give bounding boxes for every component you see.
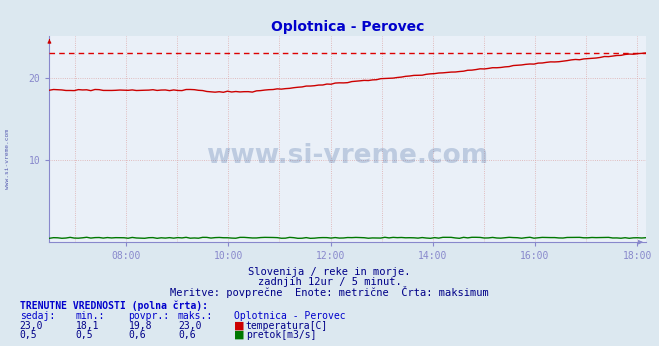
Text: 0,6: 0,6 (178, 330, 196, 340)
Text: ■: ■ (234, 321, 244, 331)
Text: 18,1: 18,1 (76, 321, 100, 331)
Text: 0,6: 0,6 (129, 330, 146, 340)
Text: 0,5: 0,5 (20, 330, 38, 340)
Text: www.si-vreme.com: www.si-vreme.com (206, 143, 489, 169)
Text: Meritve: povprečne  Enote: metrične  Črta: maksimum: Meritve: povprečne Enote: metrične Črta:… (170, 286, 489, 298)
Text: temperatura[C]: temperatura[C] (246, 321, 328, 331)
Text: 23,0: 23,0 (178, 321, 202, 331)
Text: www.si-vreme.com: www.si-vreme.com (5, 129, 11, 189)
Text: 23,0: 23,0 (20, 321, 43, 331)
Text: ■: ■ (234, 330, 244, 340)
Text: Slovenija / reke in morje.: Slovenija / reke in morje. (248, 267, 411, 277)
Text: pretok[m3/s]: pretok[m3/s] (246, 330, 316, 340)
Text: min.:: min.: (76, 311, 105, 321)
Text: Oplotnica - Perovec: Oplotnica - Perovec (234, 311, 345, 321)
Text: 19,8: 19,8 (129, 321, 152, 331)
Text: TRENUTNE VREDNOSTI (polna črta):: TRENUTNE VREDNOSTI (polna črta): (20, 300, 208, 311)
Text: sedaj:: sedaj: (20, 311, 55, 321)
Title: Oplotnica - Perovec: Oplotnica - Perovec (271, 20, 424, 34)
Text: maks.:: maks.: (178, 311, 213, 321)
Text: zadnjih 12ur / 5 minut.: zadnjih 12ur / 5 minut. (258, 277, 401, 288)
Text: 0,5: 0,5 (76, 330, 94, 340)
Text: povpr.:: povpr.: (129, 311, 169, 321)
